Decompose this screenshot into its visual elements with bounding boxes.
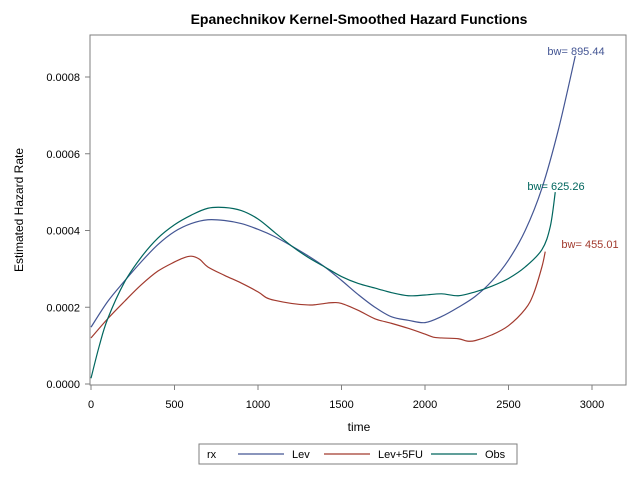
legend-label-lev: Lev (292, 449, 310, 461)
x-tick-label: 1500 (329, 399, 353, 411)
plot-frame (89, 34, 627, 386)
series-line-lev-5fu (90, 251, 546, 342)
chart-title: Epanechnikov Kernel-Smoothed Hazard Func… (191, 11, 528, 27)
bw-label-lev-5fu: bw= 455.01 (561, 239, 618, 251)
y-axis: 0.0000 0.0002 0.0004 0.0006 0.0008 (46, 72, 90, 391)
x-tick-label: 500 (165, 399, 183, 411)
x-tick-label: 0 (88, 399, 94, 411)
series-line-lev (90, 55, 576, 328)
y-tick-label: 0.0000 (46, 379, 80, 391)
y-tick-label: 0.0004 (46, 226, 80, 238)
bw-label-lev: bw= 895.44 (547, 46, 604, 58)
legend-label-lev-5fu: Lev+5FU (378, 449, 423, 461)
series-line-obs (90, 192, 556, 379)
legend: rx Lev Lev+5FU Obs (198, 443, 518, 465)
y-tick-label: 0.0006 (46, 149, 80, 161)
x-tick-label: 1000 (246, 399, 270, 411)
bw-label-obs: bw= 625.26 (527, 181, 584, 193)
x-tick-label: 2500 (496, 399, 520, 411)
bandwidth-labels: bw= 895.44 bw= 455.01 bw= 625.26 (527, 46, 618, 251)
series-lines (90, 55, 576, 379)
legend-title: rx (207, 449, 217, 461)
x-axis: 0 500 1000 1500 2000 2500 3000 (88, 385, 604, 411)
x-tick-label: 3000 (580, 399, 604, 411)
legend-items: Lev Lev+5FU Obs (238, 449, 506, 461)
x-tick-label: 2000 (413, 399, 437, 411)
y-tick-label: 0.0008 (46, 72, 80, 84)
y-tick-label: 0.0002 (46, 302, 80, 314)
x-axis-label: time (348, 420, 371, 434)
legend-label-obs: Obs (485, 449, 506, 461)
y-axis-label: Estimated Hazard Rate (12, 148, 26, 272)
